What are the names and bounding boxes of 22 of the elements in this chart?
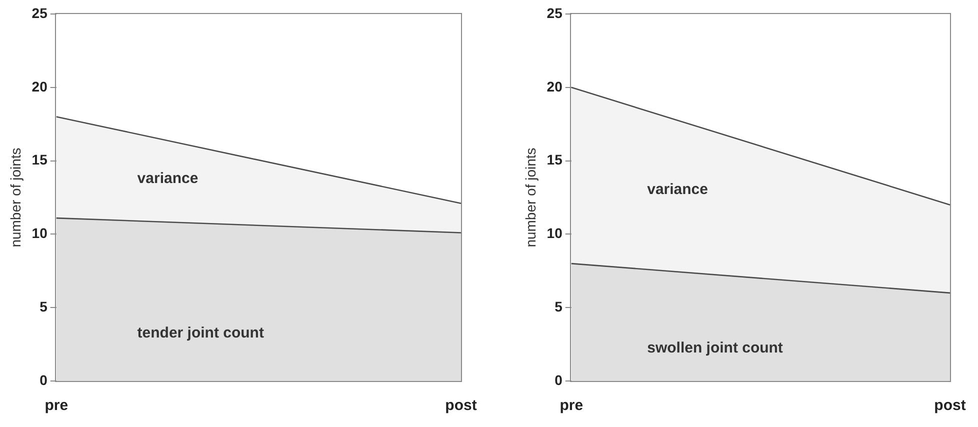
- y-tick-label: 15: [546, 152, 563, 168]
- y-tick-label: 20: [32, 78, 48, 94]
- y-tick-label: 25: [32, 4, 48, 21]
- y-tick-label: 20: [546, 78, 563, 94]
- y-tick-label: 0: [554, 372, 563, 388]
- x-tick-label: pre: [44, 397, 68, 414]
- y-tick-label: 5: [40, 298, 48, 314]
- y-tick-label: 25: [546, 4, 563, 21]
- y-tick-label: 10: [32, 225, 48, 242]
- series-label: variance: [137, 170, 198, 187]
- x-tick-label: post: [445, 397, 477, 414]
- y-axis-title: number of joints: [7, 148, 24, 248]
- y-tick-label: 15: [32, 152, 48, 168]
- series-label: variance: [647, 181, 708, 198]
- y-tick-label: 5: [554, 298, 563, 314]
- y-axis-title: number of joints: [522, 148, 538, 248]
- series-label: tender joint count: [137, 324, 264, 342]
- y-tick-label: 10: [546, 225, 563, 242]
- x-tick-label: post: [934, 397, 966, 414]
- series-label: swollen joint count: [647, 340, 783, 357]
- y-tick-label: 0: [40, 372, 48, 388]
- x-tick-label: pre: [560, 397, 584, 414]
